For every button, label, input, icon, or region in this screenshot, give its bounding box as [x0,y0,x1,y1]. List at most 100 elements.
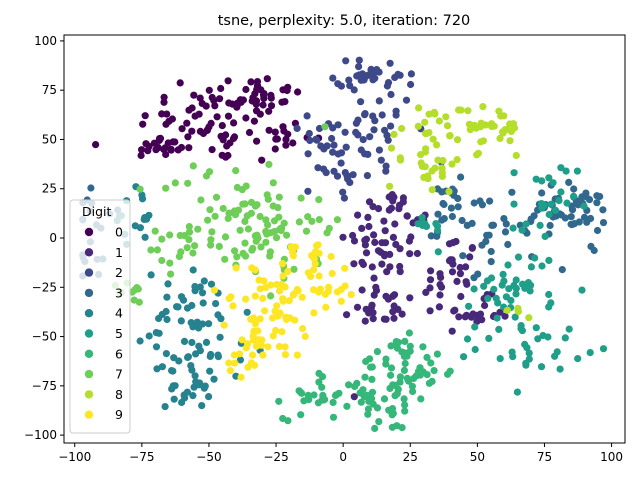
point [504,240,512,249]
point [387,342,395,350]
point [210,97,218,105]
point [258,156,266,164]
point [434,210,442,218]
point [472,124,480,132]
point [546,221,554,230]
point [438,188,446,196]
point [430,367,438,375]
point [387,204,395,212]
point [192,350,200,358]
point [279,414,287,423]
point [243,308,251,316]
point [201,382,209,390]
point [163,110,171,118]
point [545,210,553,219]
point [593,226,602,235]
point [490,285,498,293]
point [267,102,276,110]
y-tick-label: −50 [32,330,57,344]
x-axis: −100 −75 −50 −25 0 25 50 75 100 [58,443,623,464]
point [210,286,218,294]
point [457,173,465,181]
point [363,391,371,399]
point [428,186,436,194]
point [508,188,516,196]
point [279,297,287,305]
point [413,249,421,258]
point [289,139,297,147]
point [252,97,261,105]
point [361,110,369,118]
point [166,259,174,267]
point [599,345,608,353]
point [373,348,381,356]
point [137,151,145,160]
point [436,270,444,278]
point [285,297,293,305]
point [136,185,144,193]
point [590,246,598,255]
legend-marker [84,410,94,419]
point [224,214,232,222]
point [208,228,216,236]
point [163,293,171,301]
point [447,204,455,212]
point [509,353,517,361]
point [271,128,279,136]
point [304,150,312,158]
x-tick-label: 0 [339,450,347,464]
point [399,198,407,206]
point [391,220,399,228]
series-8 [386,103,533,322]
point [362,305,370,313]
point [455,106,463,114]
legend-marker [84,309,94,318]
point [525,349,533,357]
point [139,120,147,128]
point [436,291,444,299]
point [175,252,183,261]
point [383,82,391,90]
point [378,260,386,268]
point [364,410,372,418]
point [362,249,371,257]
point [409,387,417,396]
point [230,119,238,127]
point [375,418,383,426]
y-tick-label: 75 [42,83,57,97]
point [538,189,546,197]
legend-label: 3 [115,285,123,300]
point [269,332,277,340]
point [183,244,191,252]
point [570,185,578,193]
point [522,220,530,228]
point [456,263,464,272]
point [387,371,395,379]
x-tick-label: 25 [403,450,418,464]
point [236,226,244,234]
point [374,205,383,213]
point [293,351,301,359]
point [531,254,539,262]
point [322,303,330,311]
point [262,238,270,246]
point [407,233,415,241]
point [371,424,379,432]
point [173,303,181,311]
point [534,335,542,343]
point [421,148,429,156]
point [380,395,389,403]
point [364,405,372,413]
point [262,227,270,236]
point [449,239,457,247]
point [510,169,518,177]
point [448,212,456,221]
point [386,59,394,67]
series-9 [210,241,355,381]
point [448,160,456,168]
point [368,388,377,396]
point [448,327,456,335]
point [250,336,258,344]
point [406,347,414,355]
